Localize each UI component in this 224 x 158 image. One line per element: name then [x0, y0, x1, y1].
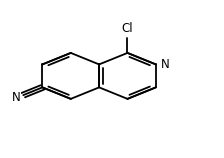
Text: Cl: Cl	[122, 22, 133, 35]
Text: N: N	[12, 91, 21, 103]
Text: N: N	[161, 58, 170, 71]
